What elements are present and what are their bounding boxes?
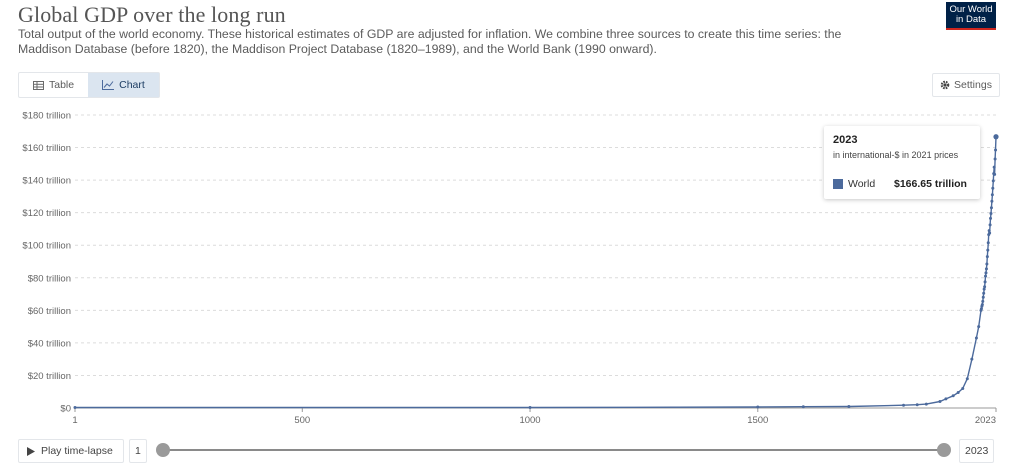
data-point: [991, 179, 995, 183]
timeline-track[interactable]: [163, 449, 944, 451]
data-point: [73, 406, 77, 410]
y-tick-label: $60 trillion: [28, 306, 71, 317]
data-point: [983, 285, 987, 289]
line-chart-icon: [102, 80, 115, 90]
data-point: [915, 403, 919, 407]
data-point: [989, 211, 993, 215]
tooltip-swatch: [833, 179, 843, 189]
data-point: [988, 231, 992, 235]
data-point: [985, 262, 989, 266]
data-point: [756, 405, 760, 409]
data-point: [924, 402, 928, 406]
y-tick-label: $0: [60, 404, 71, 415]
tooltip-row: World $166.65 trillion: [833, 178, 967, 190]
tooltip: 2023 in international-$ in 2021 prices W…: [824, 126, 980, 199]
data-point: [994, 148, 998, 152]
play-icon: [27, 446, 35, 456]
data-point: [989, 216, 993, 220]
settings-button[interactable]: Settings: [932, 73, 1000, 97]
data-point: [990, 193, 994, 197]
data-point: [938, 399, 942, 403]
gear-icon: [940, 80, 950, 90]
logo-line-1: Our World: [949, 4, 993, 15]
timeline-end-label[interactable]: 2023: [959, 439, 995, 463]
tooltip-series-name: World: [848, 178, 876, 190]
data-point: [956, 391, 960, 395]
tab-table-label: Table: [49, 79, 75, 91]
y-tick-label: $160 trillion: [22, 143, 71, 154]
x-tick-label: 1: [72, 415, 77, 426]
data-point: [965, 377, 969, 381]
data-point: [961, 386, 965, 390]
settings-label: Settings: [954, 79, 992, 91]
x-tick-label: 500: [294, 415, 310, 426]
data-point: [847, 405, 851, 409]
data-point: [992, 165, 996, 169]
view-tabs: Table Chart: [18, 72, 160, 98]
data-point: [991, 186, 995, 190]
data-point: [987, 229, 991, 233]
play-timelapse-button[interactable]: Play time-lapse: [18, 439, 124, 463]
tab-chart-label: Chart: [119, 79, 145, 91]
data-point: [980, 303, 984, 307]
owid-logo[interactable]: Our World in Data: [946, 2, 996, 30]
data-point: [986, 248, 990, 252]
x-tick-label: 1000: [519, 415, 540, 426]
data-point: [985, 255, 989, 259]
data-point: [982, 287, 986, 291]
y-tick-label: $100 trillion: [22, 241, 71, 252]
y-tick-label: $120 trillion: [22, 208, 71, 219]
x-tick-label: 2023: [975, 415, 996, 426]
y-tick-label: $40 trillion: [28, 338, 71, 349]
tooltip-unit: in international-$ in 2021 prices: [833, 150, 959, 160]
timeline-start-label[interactable]: 1: [129, 439, 147, 463]
y-tick-label: $80 trillion: [28, 273, 71, 284]
play-label: Play time-lapse: [41, 445, 113, 457]
data-point: [984, 274, 988, 278]
table-icon: [33, 80, 44, 90]
x-tick-label: 1500: [747, 415, 768, 426]
logo-line-2: in Data: [955, 14, 987, 25]
tooltip-value: $166.65 trillion: [894, 178, 967, 190]
y-tick-label: $180 trillion: [22, 111, 71, 122]
page-subtitle: Total output of the world economy. These…: [18, 27, 842, 56]
data-point: [981, 295, 985, 299]
data-point: [979, 307, 983, 311]
data-point: [944, 397, 948, 401]
y-tick-label: $20 trillion: [28, 371, 71, 382]
timeline-start-handle[interactable]: [156, 443, 170, 457]
data-point: [974, 336, 978, 340]
tab-table[interactable]: Table: [19, 73, 88, 97]
tooltip-year: 2023: [833, 134, 858, 146]
data-point: [970, 357, 974, 361]
data-point: [801, 405, 805, 409]
timeline-end-handle[interactable]: [937, 443, 951, 457]
data-point: [977, 325, 981, 329]
data-point: [993, 172, 997, 176]
highlighted-point: [993, 134, 999, 140]
data-point: [951, 394, 955, 398]
data-point: [902, 403, 906, 407]
page-title: Global GDP over the long run: [18, 2, 286, 27]
data-point: [983, 280, 987, 284]
data-point: [988, 223, 992, 227]
data-point: [984, 267, 988, 271]
data-point: [990, 199, 994, 203]
tab-chart[interactable]: Chart: [88, 73, 159, 97]
data-point: [984, 271, 988, 275]
data-point: [528, 406, 532, 410]
y-tick-label: $140 trillion: [22, 176, 71, 187]
data-point: [989, 206, 993, 210]
data-point: [982, 291, 986, 295]
data-point: [993, 157, 997, 161]
data-point: [981, 299, 985, 303]
data-point: [986, 241, 990, 245]
